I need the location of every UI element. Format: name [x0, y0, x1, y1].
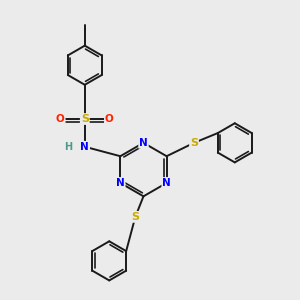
Text: H: H: [64, 142, 73, 152]
Text: N: N: [80, 142, 89, 152]
Text: S: S: [131, 212, 139, 222]
Text: N: N: [116, 178, 125, 188]
Text: N: N: [139, 138, 148, 148]
Text: S: S: [190, 138, 198, 148]
Text: O: O: [105, 114, 114, 124]
Text: O: O: [56, 114, 65, 124]
Text: N: N: [162, 178, 171, 188]
Text: S: S: [81, 114, 89, 124]
